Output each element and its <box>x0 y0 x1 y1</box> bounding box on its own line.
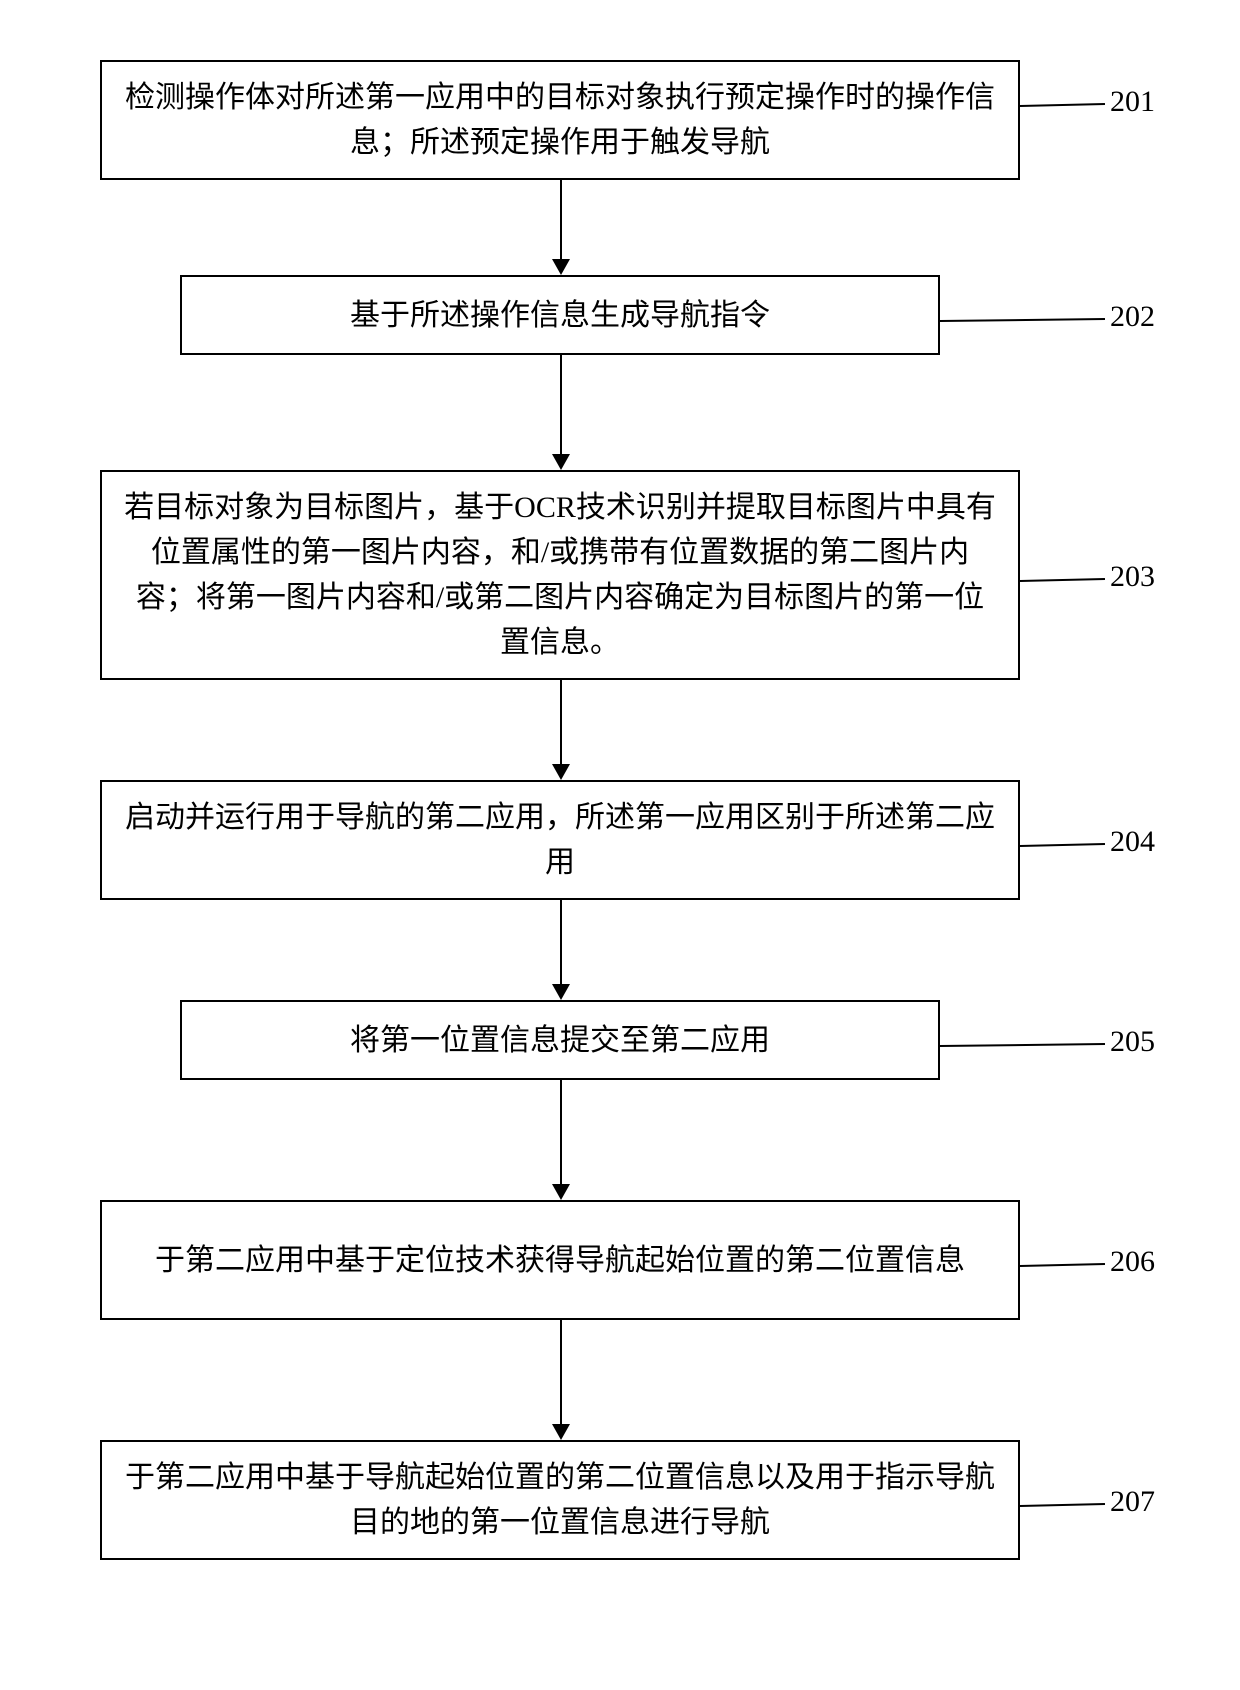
arrow-head-icon <box>552 764 570 780</box>
flow-step-202: 基于所述操作信息生成导航指令 <box>180 275 940 355</box>
step-label-204: 204 <box>1110 825 1155 859</box>
flow-step-text: 若目标对象为目标图片，基于OCR技术识别并提取目标图片中具有位置属性的第一图片内… <box>122 485 998 665</box>
flow-step-203: 若目标对象为目标图片，基于OCR技术识别并提取目标图片中具有位置属性的第一图片内… <box>100 470 1020 680</box>
label-connector <box>1020 1503 1105 1507</box>
arrow-head-icon <box>552 259 570 275</box>
arrow-head-icon <box>552 454 570 470</box>
flow-step-204: 启动并运行用于导航的第二应用，所述第一应用区别于所述第二应用 <box>100 780 1020 900</box>
flow-step-text: 检测操作体对所述第一应用中的目标对象执行预定操作时的操作信息；所述预定操作用于触… <box>122 75 998 165</box>
arrow-line <box>560 1080 562 1186</box>
flow-step-text: 于第二应用中基于导航起始位置的第二位置信息以及用于指示导航目的地的第一位置信息进… <box>122 1455 998 1545</box>
flow-step-205: 将第一位置信息提交至第二应用 <box>180 1000 940 1080</box>
step-label-205: 205 <box>1110 1025 1155 1059</box>
arrow-head-icon <box>552 1184 570 1200</box>
step-label-202: 202 <box>1110 300 1155 334</box>
arrow-head-icon <box>552 1424 570 1440</box>
arrow-line <box>560 680 562 766</box>
label-connector <box>1020 1263 1105 1267</box>
step-label-201: 201 <box>1110 85 1155 119</box>
label-connector <box>1020 578 1105 582</box>
arrow-line <box>560 180 562 261</box>
flow-step-text: 将第一位置信息提交至第二应用 <box>350 1018 770 1063</box>
step-label-206: 206 <box>1110 1245 1155 1279</box>
label-connector <box>940 318 1105 322</box>
arrow-head-icon <box>552 984 570 1000</box>
flow-step-207: 于第二应用中基于导航起始位置的第二位置信息以及用于指示导航目的地的第一位置信息进… <box>100 1440 1020 1560</box>
flow-step-201: 检测操作体对所述第一应用中的目标对象执行预定操作时的操作信息；所述预定操作用于触… <box>100 60 1020 180</box>
label-connector <box>940 1043 1105 1047</box>
arrow-line <box>560 1320 562 1426</box>
flow-step-text: 于第二应用中基于定位技术获得导航起始位置的第二位置信息 <box>155 1238 965 1283</box>
step-label-203: 203 <box>1110 560 1155 594</box>
step-label-207: 207 <box>1110 1485 1155 1519</box>
label-connector <box>1020 103 1105 107</box>
flow-step-text: 启动并运行用于导航的第二应用，所述第一应用区别于所述第二应用 <box>122 795 998 885</box>
flow-step-206: 于第二应用中基于定位技术获得导航起始位置的第二位置信息 <box>100 1200 1020 1320</box>
arrow-line <box>560 355 562 456</box>
flow-step-text: 基于所述操作信息生成导航指令 <box>350 293 770 338</box>
label-connector <box>1020 843 1105 847</box>
arrow-line <box>560 900 562 986</box>
